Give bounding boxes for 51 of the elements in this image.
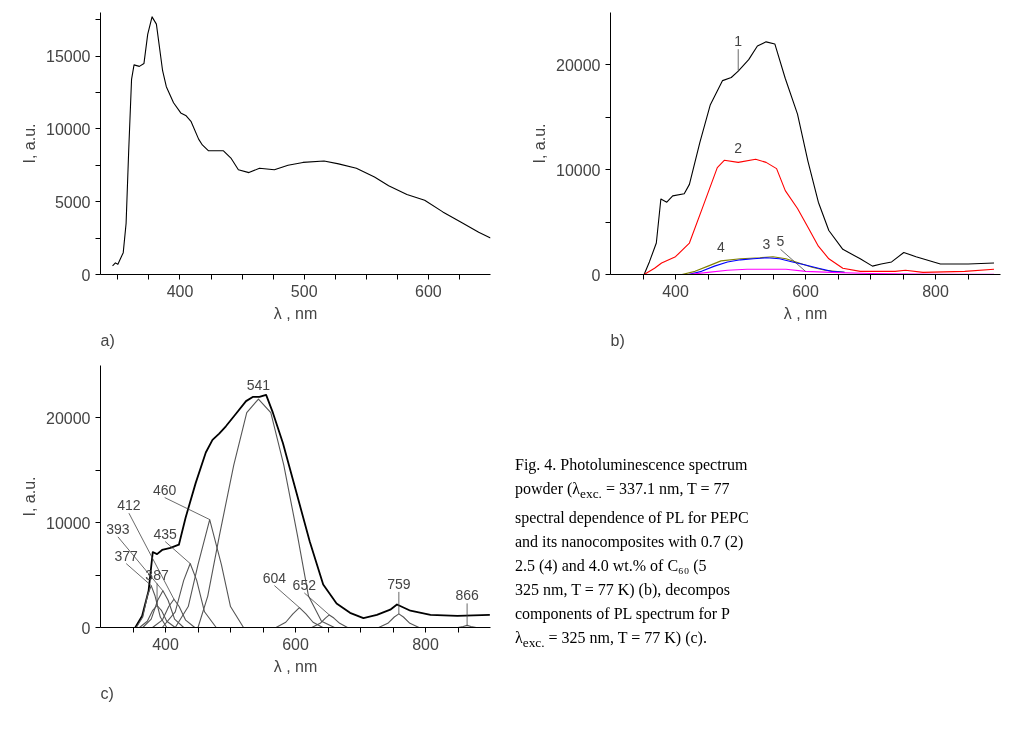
annotation: 377 (114, 547, 139, 564)
text: and its nanocomposites with 0.7 (2) (515, 533, 744, 551)
x-axis-title: λ , nm (273, 304, 318, 322)
caption: Fig. 4. Photoluminescence spectrum (515, 456, 748, 473)
y-tick-label: 10000 (46, 120, 91, 138)
y-axis-title: I, a.u. (531, 123, 549, 164)
annotation: 5 (776, 233, 785, 250)
text: components of PL spectrum for P (515, 605, 730, 623)
x-tick-label: 800 (922, 282, 949, 300)
y-tick-label: 10000 (556, 161, 601, 179)
x-tick-label: 400 (662, 282, 689, 300)
x-tick-label: 600 (282, 635, 309, 653)
x-axis-title: λ , nm (783, 304, 828, 322)
annotation: 4 (717, 238, 726, 255)
y-tick-label: 0 (81, 619, 91, 637)
y-axis-title: I, a.u. (21, 123, 39, 164)
annotation: 460 (153, 481, 177, 498)
x-tick-label: 500 (290, 282, 318, 300)
y-tick-label: 20000 (46, 409, 91, 427)
annotation: 3 (762, 235, 771, 252)
text: powder (λ$_{exc.}$ = 337.1 nm, T = 77 (515, 480, 730, 502)
annotation: 1 (734, 33, 743, 50)
text: spectral dependence of PL for PEPC (515, 509, 749, 527)
text: λ$_{exc.}$ = 325 nm, T = 77 K) (c). (515, 629, 707, 651)
annotation: 541 (246, 377, 271, 394)
annotation: 866 (455, 587, 479, 604)
annotation: 759 (387, 575, 411, 592)
text: 2.5 (4) and 4.0 wt.% of C₆₀ (5 (515, 557, 707, 575)
y-axis-title: I, a.u. (21, 476, 39, 517)
y-tick-label: 0 (591, 266, 601, 284)
text: c) (100, 684, 114, 702)
x-tick-label: 400 (166, 282, 194, 300)
y-tick-label: 10000 (46, 514, 91, 532)
annotation: 435 (153, 525, 178, 542)
annotation: 393 (106, 520, 130, 537)
x-axis-title: λ , nm (273, 657, 318, 675)
annotation: 652 (292, 576, 317, 593)
y-tick-label: 5000 (54, 193, 91, 211)
text: b) (610, 331, 625, 349)
annotation: 604 (262, 569, 287, 586)
text: a) (100, 331, 115, 349)
annotation: 2 (734, 140, 743, 157)
x-tick-label: 600 (415, 282, 442, 300)
x-tick-label: 400 (152, 635, 179, 653)
x-tick-label: 800 (412, 635, 439, 653)
text: 325 nm, T = 77 K) (b), decompos (515, 581, 731, 599)
x-tick-label: 600 (792, 282, 819, 300)
y-tick-label: 0 (81, 266, 91, 284)
y-tick-label: 20000 (556, 56, 601, 74)
annotation: 412 (117, 497, 141, 514)
y-tick-label: 15000 (46, 48, 91, 66)
